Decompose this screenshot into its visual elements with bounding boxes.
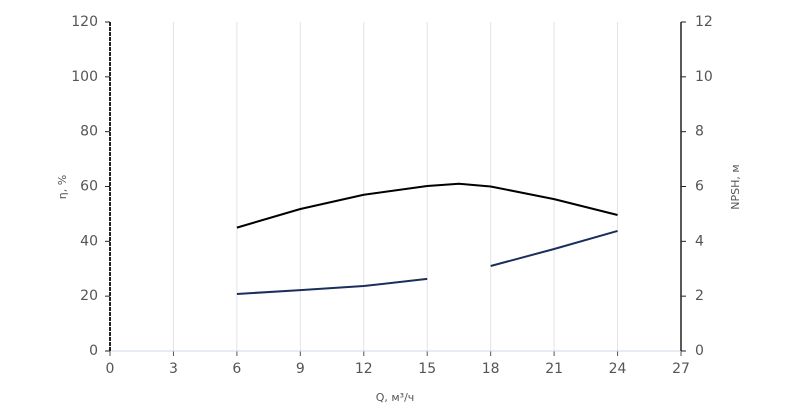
x-tick-label: 24 <box>609 361 627 377</box>
x-axis-label: Q, м³/ч <box>376 391 415 404</box>
x-tick-label: 9 <box>296 361 305 377</box>
y2-tick-label: 6 <box>695 179 704 195</box>
series-line <box>236 182 618 229</box>
y-tick-label: 0 <box>89 343 98 359</box>
y-tick-label: 40 <box>80 233 98 249</box>
y2-tick-label: 8 <box>695 124 704 140</box>
y2-tick-label: 4 <box>695 233 704 249</box>
y-tick-label: 60 <box>80 179 98 195</box>
y-tick-label: 100 <box>71 69 98 85</box>
x-tick-label: 15 <box>418 361 436 377</box>
x-tick-label: 12 <box>355 361 373 377</box>
y2-axis-label: NPSH, м <box>729 164 742 209</box>
y2-tick-label: 0 <box>695 343 704 359</box>
y-tick-label: 20 <box>80 288 98 304</box>
y-tick-label: 120 <box>71 14 98 30</box>
x-tick-label: 0 <box>106 361 115 377</box>
x-tick-label: 27 <box>672 361 690 377</box>
y2-tick-label: 12 <box>695 14 713 30</box>
y2-tick-label: 2 <box>695 288 704 304</box>
y-tick-label: 80 <box>80 124 98 140</box>
x-tick-label: 6 <box>232 361 241 377</box>
series-line <box>236 229 618 295</box>
x-tick-label: 3 <box>169 361 178 377</box>
x-tick-label: 21 <box>545 361 563 377</box>
y-axis-label: η, % <box>56 175 69 199</box>
x-tick-label: 18 <box>482 361 500 377</box>
y2-tick-label: 10 <box>695 69 713 85</box>
